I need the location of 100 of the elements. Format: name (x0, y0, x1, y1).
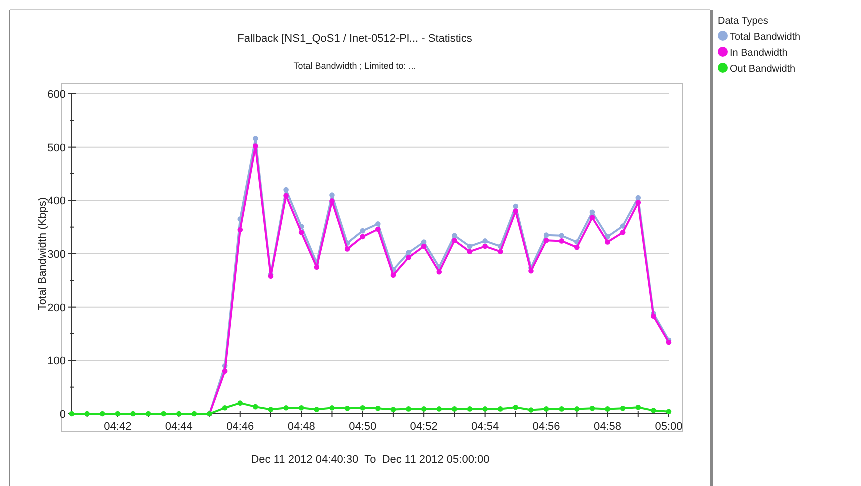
point (314, 264, 320, 270)
point (268, 407, 274, 412)
point (513, 208, 519, 214)
point (314, 407, 320, 412)
point (436, 269, 442, 275)
point (238, 400, 244, 406)
point (605, 406, 610, 412)
x-tick-label: 04:48 (288, 421, 316, 433)
point (298, 230, 304, 236)
point (253, 404, 258, 410)
y-tick-label: 100 (48, 356, 66, 368)
y-tick-label: 200 (48, 302, 66, 314)
point (330, 198, 335, 204)
y-tick-label: 0 (60, 409, 66, 421)
chart-title: Fallback [NS1_QoS1 / Inet-0512-Pl... - Statistics (238, 33, 473, 45)
point (574, 406, 580, 412)
point (344, 406, 350, 412)
point (115, 411, 121, 417)
point (222, 405, 228, 411)
point (390, 407, 396, 412)
point (406, 250, 412, 256)
x-tick-label: 04:50 (349, 421, 377, 433)
point (651, 408, 656, 414)
point (452, 238, 458, 244)
point (651, 314, 656, 320)
point (253, 136, 258, 142)
point (452, 406, 458, 412)
legend-label: Total Bandwidth (730, 32, 801, 43)
point (406, 255, 412, 260)
point (544, 406, 550, 412)
x-tick-label: 04:44 (165, 421, 193, 433)
point (284, 187, 289, 193)
x-axis-title: Dec 11 2012 04:40:30 To Dec 11 2012 05:00:00 (251, 454, 490, 466)
point (620, 406, 626, 412)
point (559, 238, 564, 244)
x-tick-label: 04:42 (104, 421, 132, 433)
point (406, 406, 412, 412)
x-tick-label: 04:46 (226, 421, 254, 433)
point (482, 244, 488, 250)
point (376, 226, 381, 232)
point (253, 144, 258, 149)
point (146, 411, 152, 417)
point (390, 272, 396, 278)
point (421, 244, 427, 250)
x-tick-label: 05:00 (655, 421, 683, 433)
point (330, 192, 335, 198)
point (284, 405, 289, 411)
y-tick-label: 400 (48, 196, 66, 208)
point (498, 406, 504, 412)
point (238, 227, 244, 233)
point (482, 406, 488, 412)
point (513, 404, 519, 410)
point (344, 246, 350, 252)
point (467, 244, 473, 250)
y-tick-label: 600 (48, 89, 66, 101)
point (528, 408, 534, 413)
point (192, 411, 198, 417)
point (482, 238, 488, 244)
point (298, 405, 304, 411)
x-tick-label: 04:54 (472, 421, 500, 433)
point (421, 406, 427, 412)
point (467, 249, 473, 255)
point (330, 405, 335, 411)
point (559, 233, 564, 239)
point (376, 406, 381, 412)
point (590, 210, 596, 216)
y-tick-label: 300 (48, 249, 66, 261)
point (452, 233, 458, 239)
point (498, 249, 504, 255)
point (376, 221, 381, 227)
legend-label: In Bandwidth (730, 48, 788, 59)
point (161, 411, 166, 417)
point (636, 200, 642, 206)
point (360, 228, 366, 234)
x-tick-label: 04:56 (532, 421, 560, 433)
point (544, 238, 550, 244)
point (467, 406, 473, 412)
point (544, 232, 550, 238)
point (574, 244, 580, 250)
point (636, 404, 642, 410)
legend-title: Data Types (718, 16, 768, 27)
point (636, 195, 642, 201)
point (284, 193, 289, 199)
point (666, 409, 672, 415)
point (360, 405, 366, 411)
point (590, 215, 596, 220)
point (590, 406, 596, 412)
chart-subtitle: Total Bandwidth ; Limited to: ... (294, 61, 416, 71)
x-tick-label: 04:52 (410, 421, 438, 433)
point (69, 411, 75, 417)
point (605, 240, 610, 245)
y-axis-title: Total Bandwidth (Kbps) (37, 197, 49, 311)
point (620, 230, 626, 236)
legend-label: Out Bandwidth (730, 64, 796, 75)
point (436, 406, 442, 412)
y-tick-label: 500 (48, 142, 66, 154)
point (360, 234, 366, 240)
point (100, 411, 106, 417)
point (130, 411, 136, 417)
point (559, 406, 564, 412)
